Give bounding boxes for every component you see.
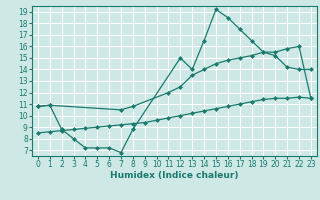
X-axis label: Humidex (Indice chaleur): Humidex (Indice chaleur) [110,171,239,180]
